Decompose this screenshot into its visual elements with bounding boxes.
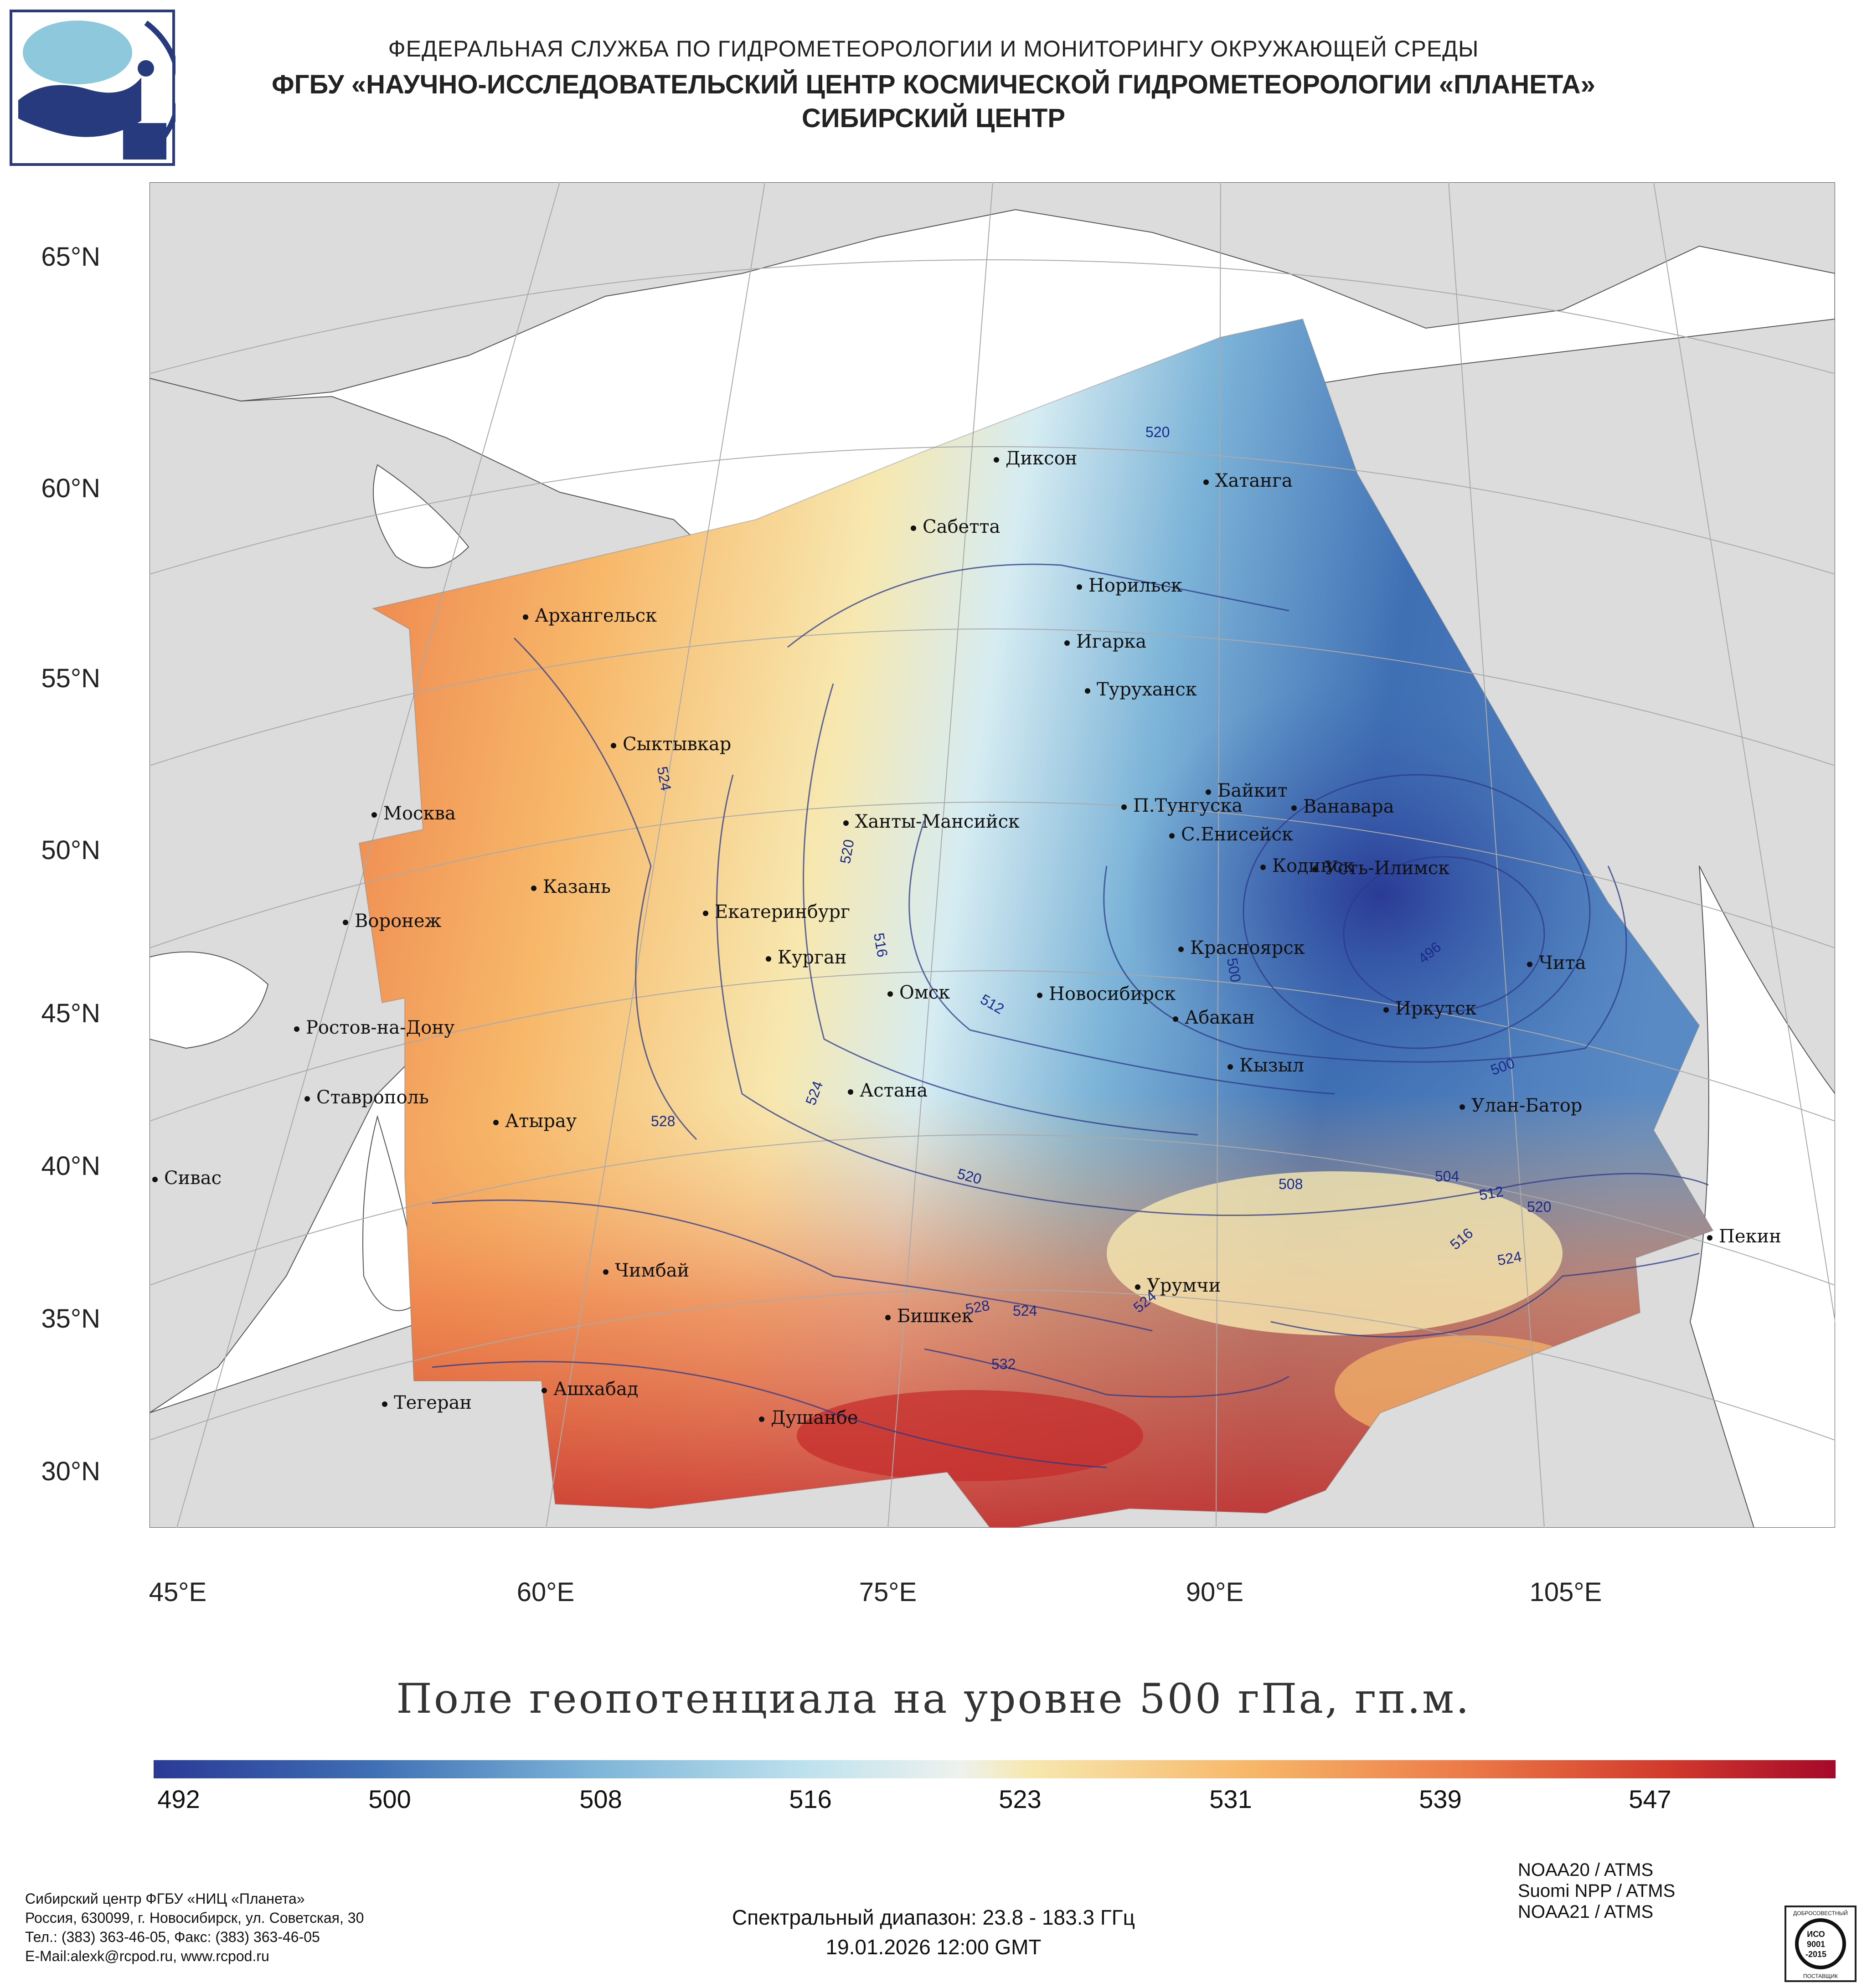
city-label: Улан-Батор	[1460, 1095, 1582, 1116]
city-label: Новосибирск	[1037, 984, 1176, 1004]
city-label: Архангельск	[523, 605, 657, 626]
lat-label-30: 30°N	[41, 1457, 100, 1486]
lon-label-45: 45°E	[149, 1577, 207, 1607]
city-label: Урумчи	[1135, 1275, 1221, 1296]
lon-label-90: 90°E	[1186, 1577, 1244, 1607]
city-label: Атырау	[493, 1111, 577, 1132]
svg-text:ДОБРОСОВЕСТНЫЙ: ДОБРОСОВЕСТНЫЙ	[1793, 1910, 1848, 1916]
city-label: Ванавара	[1291, 796, 1394, 817]
city-label: Хатанга	[1203, 470, 1293, 491]
city-label: Байкит	[1206, 780, 1288, 801]
white-sea	[373, 464, 469, 568]
geopotential-map	[150, 182, 1835, 1528]
city-label: Чимбай	[603, 1260, 689, 1281]
org-line: Россия, 630099, г. Новосибирск, ул. Сове…	[25, 1910, 364, 1926]
city-label: Курган	[766, 947, 847, 968]
svg-text:ИСО: ИСО	[1807, 1930, 1825, 1939]
city-label: Чита	[1527, 953, 1586, 973]
city-label: Игарка	[1064, 631, 1146, 652]
city-label: Воронеж	[343, 911, 441, 932]
datetime: 19.01.2026 12:00 GMT	[825, 1935, 1042, 1959]
city-label: Тегеран	[382, 1392, 472, 1413]
lon-label-75: 75°E	[859, 1577, 917, 1607]
lat-label-50: 50°N	[41, 835, 100, 865]
satellite-item: Suomi NPP / ATMS	[1518, 1881, 1676, 1901]
contour-label: 532	[991, 1356, 1016, 1372]
svg-text:9001: 9001	[1807, 1940, 1825, 1949]
city-label: Ашхабад	[542, 1379, 638, 1400]
city-label: Туруханск	[1085, 679, 1197, 700]
city-label: Сыктывкар	[611, 734, 731, 755]
city-label: Ханты-Мансийск	[843, 811, 1020, 832]
colorbar-tick: 500	[368, 1785, 411, 1813]
contour-label: 524	[1013, 1303, 1037, 1319]
spectral-range: Спектральный диапазон: 23.8 - 183.3 ГГц	[732, 1906, 1135, 1929]
lat-label-55: 55°N	[41, 664, 100, 693]
city-label: Диксон	[994, 448, 1077, 469]
city-label: Усть-Илимск	[1313, 858, 1449, 879]
colorbar-tick: 516	[789, 1785, 832, 1813]
colorbar-tick: 547	[1629, 1785, 1671, 1813]
svg-text:-2015: -2015	[1805, 1950, 1826, 1959]
colorbar-tick: 539	[1419, 1785, 1462, 1813]
city-label: Астана	[848, 1080, 928, 1101]
city-label: Казань	[531, 876, 611, 897]
contour-label: 520	[1527, 1199, 1552, 1215]
city-label: Кызыл	[1227, 1055, 1304, 1076]
caspian-sea	[362, 1115, 424, 1311]
lat-label-40: 40°N	[41, 1151, 100, 1181]
iso-certification-badge: ДОБРОСОВЕСТНЫЙ ИСО 9001 -2015 ПОСТАВЩИК	[1784, 1906, 1857, 1982]
city-label: Кодинск	[1260, 855, 1354, 876]
city-label: Норильск	[1077, 575, 1182, 596]
org-info: Сибирский центр ФГБУ «НИЦ «Планета» Росс…	[25, 1889, 364, 1966]
contour-label: 504	[1435, 1168, 1460, 1185]
city-label: Сивас	[152, 1168, 222, 1189]
arctic-land	[150, 182, 1835, 402]
city-label: Душанбе	[759, 1407, 858, 1428]
city-label: Ростов-на-Дону	[294, 1017, 454, 1038]
city-label: Сабетта	[911, 516, 1000, 537]
org-line: Сибирский центр ФГБУ «НИЦ «Планета»	[25, 1890, 305, 1907]
lat-label-45: 45°N	[41, 999, 100, 1028]
colorbar-tick: 531	[1209, 1785, 1252, 1813]
planeta-logo	[10, 10, 175, 166]
lat-label-65: 65°N	[41, 242, 100, 272]
city-label: Бишкек	[885, 1306, 973, 1327]
contours	[432, 563, 1709, 1468]
lon-label-105: 105°E	[1529, 1577, 1602, 1607]
city-label: Екатеринбург	[703, 901, 850, 922]
black-sea	[150, 951, 269, 1049]
header-line-2: ФГБУ «НАУЧНО-ИССЛЕДОВАТЕЛЬСКИЙ ЦЕНТР КОС…	[272, 70, 1595, 99]
colorbar-tick: 523	[999, 1785, 1042, 1813]
city-label: С.Енисейск	[1169, 824, 1293, 845]
lon-label-60: 60°E	[516, 1577, 575, 1607]
colorbar	[154, 1760, 1836, 1778]
header-line-1: ФЕДЕРАЛЬНАЯ СЛУЖБА ПО ГИДРОМЕТЕОРОЛОГИИ …	[388, 36, 1479, 62]
satellite-item: NOAA21 / ATMS	[1518, 1902, 1654, 1922]
colorbar-tick: 492	[157, 1785, 200, 1813]
satellite-item: NOAA20 / ATMS	[1518, 1860, 1654, 1880]
org-line: E-Mail:alexk@rcpod.ru, www.rcpod.ru	[25, 1948, 269, 1964]
contour-label: 520	[1145, 424, 1170, 440]
colorbar-tick: 508	[579, 1785, 622, 1813]
satellite-list: NOAA20 / ATMS Suomi NPP / ATMS NOAA21 / …	[1518, 1859, 1675, 1922]
city-label: Иркутск	[1383, 998, 1477, 1019]
city-label: Москва	[371, 803, 456, 824]
city-label: Красноярск	[1178, 937, 1305, 958]
lat-label-35: 35°N	[41, 1304, 100, 1334]
org-line: Тел.: (383) 363-46-05, Факс: (383) 363-4…	[25, 1929, 320, 1945]
pacific-east	[1689, 865, 1835, 1528]
contour-label: 508	[1279, 1176, 1303, 1192]
contour-label: 528	[651, 1113, 676, 1129]
city-label: Ставрополь	[304, 1087, 429, 1108]
map-title: Поле геопотенциала на уровне 500 гПа, гп…	[396, 1675, 1471, 1723]
header-line-3: СИБИРСКИЙ ЦЕНТР	[801, 103, 1066, 133]
lat-label-60: 60°N	[41, 474, 100, 503]
city-label: Абакан	[1173, 1007, 1255, 1028]
city-label: Пекин	[1707, 1226, 1781, 1247]
city-label: П.Тунгуска	[1121, 795, 1243, 816]
svg-text:ПОСТАВЩИК: ПОСТАВЩИК	[1803, 1973, 1838, 1979]
city-label: Омск	[887, 982, 950, 1003]
